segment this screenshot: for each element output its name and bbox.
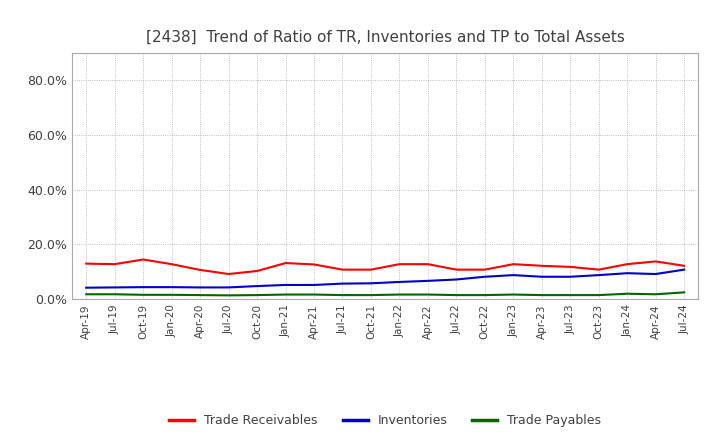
Inventories bbox=[623, 271, 631, 276]
Trade Payables bbox=[623, 291, 631, 297]
Trade Payables bbox=[537, 293, 546, 298]
Trade Receivables bbox=[110, 261, 119, 267]
Trade Payables bbox=[139, 292, 148, 297]
Inventories bbox=[282, 282, 290, 288]
Trade Receivables bbox=[366, 267, 375, 272]
Trade Payables bbox=[196, 293, 204, 298]
Trade Payables bbox=[566, 293, 575, 298]
Trade Receivables bbox=[225, 271, 233, 277]
Trade Receivables bbox=[509, 261, 518, 267]
Inventories bbox=[566, 274, 575, 279]
Inventories bbox=[509, 272, 518, 278]
Inventories bbox=[139, 285, 148, 290]
Inventories bbox=[338, 281, 347, 286]
Trade Payables bbox=[452, 293, 461, 298]
Trade Payables bbox=[282, 292, 290, 297]
Inventories bbox=[680, 267, 688, 272]
Trade Receivables bbox=[338, 267, 347, 272]
Trade Payables bbox=[509, 292, 518, 297]
Inventories bbox=[537, 274, 546, 279]
Trade Payables bbox=[680, 290, 688, 295]
Inventories bbox=[82, 285, 91, 290]
Trade Payables bbox=[366, 293, 375, 298]
Trade Receivables bbox=[139, 257, 148, 262]
Trade Receivables bbox=[623, 261, 631, 267]
Trade Receivables bbox=[480, 267, 489, 272]
Title: [2438]  Trend of Ratio of TR, Inventories and TP to Total Assets: [2438] Trend of Ratio of TR, Inventories… bbox=[145, 29, 625, 45]
Inventories bbox=[167, 285, 176, 290]
Trade Payables bbox=[652, 292, 660, 297]
Trade Receivables bbox=[537, 263, 546, 268]
Line: Inventories: Inventories bbox=[86, 270, 684, 288]
Trade Receivables bbox=[310, 262, 318, 267]
Inventories bbox=[366, 281, 375, 286]
Trade Receivables bbox=[680, 263, 688, 268]
Trade Payables bbox=[338, 293, 347, 298]
Trade Receivables bbox=[652, 259, 660, 264]
Inventories bbox=[452, 277, 461, 282]
Trade Receivables bbox=[452, 267, 461, 272]
Inventories bbox=[595, 272, 603, 278]
Inventories bbox=[253, 283, 261, 289]
Trade Receivables bbox=[566, 264, 575, 270]
Trade Payables bbox=[110, 292, 119, 297]
Trade Payables bbox=[310, 292, 318, 297]
Inventories bbox=[652, 271, 660, 277]
Trade Receivables bbox=[196, 267, 204, 272]
Trade Payables bbox=[395, 292, 404, 297]
Inventories bbox=[395, 279, 404, 285]
Trade Receivables bbox=[82, 261, 91, 266]
Trade Receivables bbox=[282, 260, 290, 266]
Inventories bbox=[196, 285, 204, 290]
Trade Payables bbox=[253, 293, 261, 298]
Line: Trade Receivables: Trade Receivables bbox=[86, 260, 684, 274]
Trade Payables bbox=[480, 293, 489, 298]
Trade Payables bbox=[225, 293, 233, 298]
Trade Receivables bbox=[423, 261, 432, 267]
Trade Receivables bbox=[167, 261, 176, 267]
Inventories bbox=[110, 285, 119, 290]
Trade Payables bbox=[595, 293, 603, 298]
Trade Payables bbox=[167, 292, 176, 297]
Trade Receivables bbox=[595, 267, 603, 272]
Inventories bbox=[423, 278, 432, 283]
Line: Trade Payables: Trade Payables bbox=[86, 292, 684, 295]
Inventories bbox=[310, 282, 318, 288]
Inventories bbox=[480, 274, 489, 279]
Trade Receivables bbox=[395, 261, 404, 267]
Trade Receivables bbox=[253, 268, 261, 274]
Trade Payables bbox=[82, 292, 91, 297]
Trade Payables bbox=[423, 292, 432, 297]
Legend: Trade Receivables, Inventories, Trade Payables: Trade Receivables, Inventories, Trade Pa… bbox=[164, 409, 606, 432]
Inventories bbox=[225, 285, 233, 290]
